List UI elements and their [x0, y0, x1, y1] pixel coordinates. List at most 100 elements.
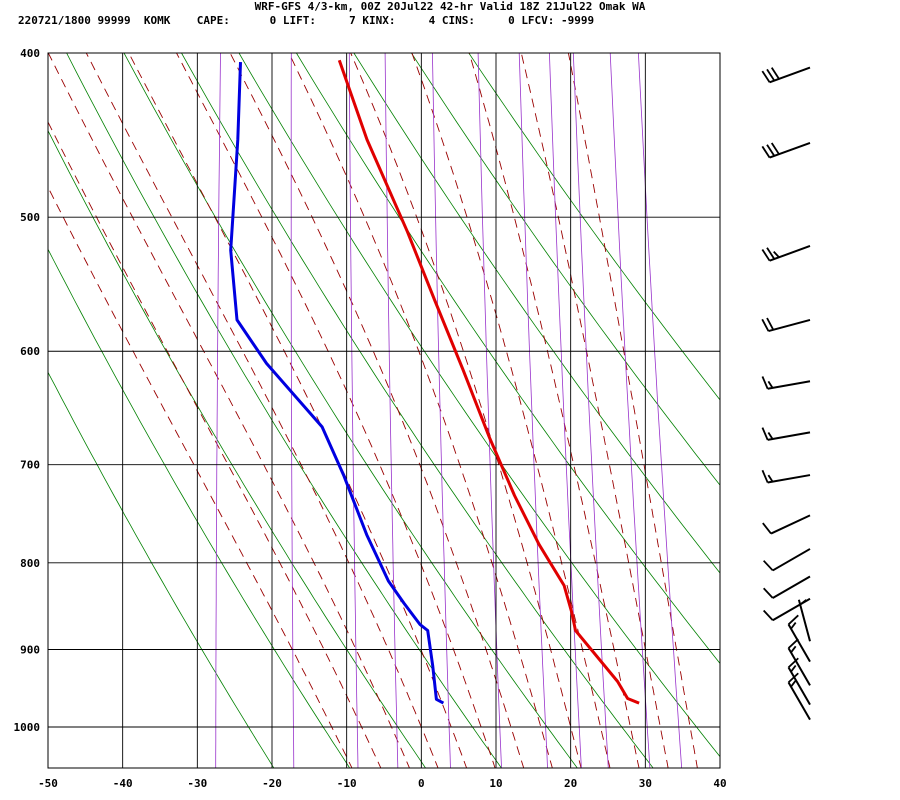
wind-barb-staff — [767, 431, 811, 441]
wind-barb-feather — [790, 664, 797, 673]
mixing-ratio-line — [348, 53, 359, 768]
wind-barb-feather — [767, 432, 774, 440]
wind-barb-feather — [762, 522, 772, 535]
moist-adiabat — [85, 53, 439, 768]
wind-barb-feather — [763, 560, 774, 572]
grid — [48, 53, 720, 768]
wind-barb-staff — [769, 66, 811, 84]
mixing-ratio-line — [572, 53, 609, 768]
wind-barb-staff — [772, 548, 811, 572]
dry-adiabat — [410, 53, 720, 486]
wind-barb-staff — [769, 141, 811, 159]
wind-barb — [787, 672, 811, 721]
wind-barb-feather — [761, 249, 771, 262]
temperature-line — [337, 59, 640, 705]
wind-barb-feather — [767, 380, 774, 389]
mixing-ratio-line — [609, 53, 651, 768]
mixing-ratio-line — [384, 53, 399, 768]
dewpoint-line — [229, 62, 445, 705]
moist-adiabat — [468, 53, 640, 768]
wind-barb-staff — [797, 599, 811, 642]
wind-barb — [761, 141, 811, 159]
wind-barb — [797, 599, 811, 642]
wind-barb-feather — [787, 657, 799, 669]
moist-adiabat — [288, 53, 553, 768]
wind-barb — [761, 427, 811, 441]
x-tick-label: -50 — [38, 777, 58, 790]
mixing-ratio-line — [215, 53, 221, 768]
dry-adiabat — [181, 53, 654, 768]
wind-barbs — [761, 66, 811, 721]
wind-barb-staff — [787, 623, 811, 663]
wind-barb-feather — [770, 142, 780, 155]
wind-barb-staff — [770, 514, 811, 535]
wind-barb-feather — [761, 427, 769, 441]
moist-adiabat — [175, 53, 496, 768]
dry-adiabat — [123, 53, 578, 768]
wind-barb-feather — [770, 67, 780, 80]
wind-barb-staff — [768, 318, 811, 333]
moist-adiabat — [520, 53, 669, 768]
wind-barb-feather — [766, 247, 776, 260]
moist-adiabat — [350, 53, 582, 768]
wind-barb-feather — [799, 599, 807, 606]
dry-adiabat — [48, 248, 351, 768]
mixing-ratio-line — [431, 53, 451, 768]
sounding-stats-line: 220721/1800 99999 KOMK CAPE: 0 LIFT: 7 K… — [18, 14, 595, 27]
moist-adiabat — [48, 186, 353, 768]
wind-barb-feather — [761, 376, 769, 390]
x-tick-label: 0 — [418, 777, 425, 790]
wind-barb-staff — [769, 245, 811, 262]
plot-frame — [47, 52, 721, 769]
wind-barb-feather — [787, 614, 799, 626]
wind-barb-feather — [766, 68, 776, 82]
y-tick-label: 600 — [20, 345, 40, 358]
wind-barb-staff — [767, 380, 811, 390]
wind-barb-staff — [772, 575, 811, 599]
wind-barb — [787, 657, 811, 706]
wind-barb-feather — [790, 645, 797, 654]
wind-barb-staff — [787, 666, 811, 706]
x-tick-label: -10 — [337, 777, 357, 790]
dry-adiabat — [238, 53, 720, 758]
y-tick-label: 700 — [20, 459, 40, 472]
sounding-series — [229, 59, 640, 705]
x-tick-label: -30 — [187, 777, 207, 790]
y-tick-label: 800 — [20, 557, 40, 570]
y-tick-label: 900 — [20, 643, 40, 656]
moist-adiabat — [48, 53, 410, 768]
dry-adiabat — [468, 53, 720, 401]
mixing-ratio-line — [518, 53, 548, 768]
wind-barb — [787, 614, 811, 663]
background-lines — [48, 53, 720, 768]
wind-barb — [763, 548, 811, 572]
mixing-ratio-line — [477, 53, 502, 768]
wind-barb-feather — [761, 70, 771, 83]
mixing-ratio-line — [290, 53, 295, 768]
dry-adiabat — [353, 53, 720, 574]
x-tick-label: 10 — [489, 777, 502, 790]
wind-barb-feather — [787, 672, 799, 684]
y-tick-label: 500 — [20, 211, 40, 224]
wind-barb — [787, 638, 811, 686]
wind-barb-feather — [763, 587, 774, 599]
wind-barb-feather — [761, 469, 769, 483]
wind-barb-feather — [787, 638, 799, 649]
wind-barb — [761, 469, 811, 484]
mixing-ratio-line — [548, 53, 582, 768]
wind-barb-feather — [790, 679, 797, 688]
axis-ticks: -50 -40 -30 -20 -10 0 10 20 30 40 400 500 600 700 800 9… — [14, 47, 727, 790]
wind-barb-feather — [766, 144, 776, 157]
wind-barb-feather — [773, 250, 780, 258]
wind-barb-feather — [790, 622, 797, 630]
wind-barb-feather — [761, 318, 770, 332]
wind-barb-staff — [787, 647, 811, 686]
wind-barb-staff — [787, 681, 811, 721]
wind-barb — [761, 66, 811, 84]
wind-barb — [761, 317, 811, 333]
wind-barb — [763, 575, 811, 599]
chart-title: WRF-GFS 4/3-km, 00Z 20Jul22 42-hr Valid … — [254, 0, 646, 13]
y-tick-label: 400 — [20, 47, 40, 60]
wind-barb-feather — [761, 145, 771, 159]
